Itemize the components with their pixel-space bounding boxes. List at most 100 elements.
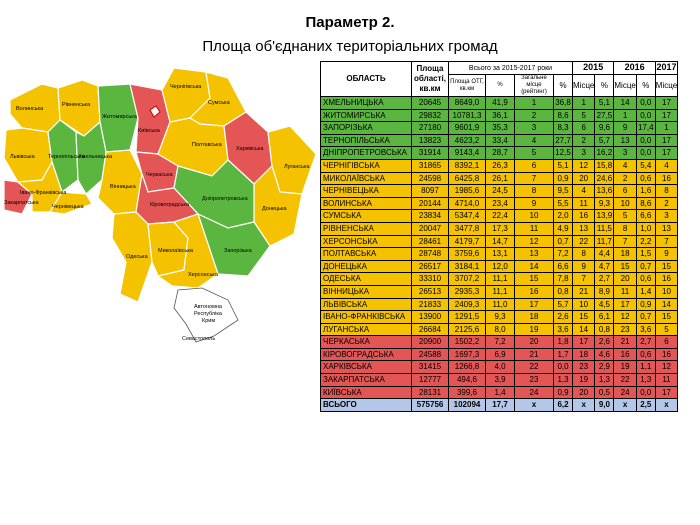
page-subtitle: Площа об'єднаних територіальних громад [202, 38, 498, 55]
cell-p15: 7,2 [553, 247, 573, 261]
table-row: МИКОЛАЇВСЬКА 24598 6425,8 26,1 7 0,9 20 24,6 2 0,… [320, 171, 679, 186]
cell-p17: 1,6 [635, 184, 656, 198]
cell-m17: 17 [654, 108, 679, 123]
cell-area: 28131 [411, 385, 449, 400]
table-row: КИЇВСЬКА 28131 399,6 1,4 24 0,9 20 0,5 24 0,0 17 [320, 385, 679, 400]
cell-m16: 19 [613, 360, 637, 375]
cell-p15: 5,7 [553, 297, 573, 312]
rating-table: ОБЛАСТЬ Площа області, кв.км Всього за 2… [320, 61, 679, 412]
cell-m17: 17 [654, 146, 679, 160]
total-p15: 6,2 [553, 398, 573, 412]
cell-otg: 4179,7 [448, 234, 486, 249]
cell-rank: 5 [514, 146, 554, 160]
cell-p17: 1,0 [635, 221, 656, 236]
cell-name: ЧЕРНІВЕЦЬКА [320, 184, 412, 198]
header-overall-place: Загальне місце (рейтинг) [514, 74, 554, 97]
cell-area: 26513 [411, 284, 449, 299]
cell-area: 20047 [411, 221, 449, 236]
cell-m16: 21 [613, 335, 637, 349]
page-title: Параметр 2. [305, 14, 395, 31]
cell-otg: 8649,0 [448, 96, 486, 110]
total-row: ВСЬОГО 575756 102094 17,7 x 6,2 x 9,0 x 2,5 x [320, 398, 679, 412]
cell-otg: 3184,1 [448, 259, 486, 274]
cell-p16: 11,7 [594, 234, 615, 249]
cell-otg: 1291,5 [448, 310, 486, 324]
cell-p16: 6,1 [594, 310, 615, 324]
table-row: ПОЛТАВСЬКА 28748 3759,6 13,1 13 7,2 8 4,4 18 1,5 9 [320, 247, 679, 261]
label-khersonska: Херсонська [188, 272, 219, 278]
label-ternopilska: Тернопільська [48, 154, 86, 160]
ukraine-map: Волинська Рівненська Житомирська Київськ… [3, 67, 317, 343]
table-row: ТЕРНОПІЛЬСЬКА 13823 4623,2 33,4 4 27,7 2 5,7 13 0… [320, 133, 679, 148]
cell-p16: 4,6 [594, 347, 615, 362]
cell-m17: 11 [654, 373, 679, 387]
cell-m16: 3 [613, 146, 637, 160]
header-oblast: ОБЛАСТЬ [320, 61, 412, 97]
header-2015-pct: % [553, 74, 573, 97]
cell-m16: 9 [613, 121, 637, 135]
label-volynska: Волинська [16, 106, 44, 112]
cell-otg: 8392,1 [448, 158, 486, 173]
cell-name: РІВНЕНСЬКА [320, 221, 412, 236]
cell-m17: 4 [654, 158, 679, 173]
cell-m15: 20 [571, 171, 596, 186]
cell-rank: 3 [514, 121, 554, 135]
cell-pct: 11,0 [485, 297, 515, 312]
cell-p16: 9,6 [594, 121, 615, 135]
cell-m16: 24 [613, 385, 637, 400]
cell-name: МИКОЛАЇВСЬКА [320, 171, 412, 186]
cell-p15: 0,9 [553, 171, 573, 186]
cell-area: 20144 [411, 196, 449, 211]
cell-m15: 13 [571, 221, 596, 236]
cell-otg: 3477,8 [448, 221, 486, 236]
cell-m16: 16 [613, 347, 637, 362]
cell-pct: 11,1 [485, 272, 515, 286]
cell-otg: 2409,3 [448, 297, 486, 312]
cell-area: 20900 [411, 335, 449, 349]
cell-rank: 14 [514, 259, 554, 274]
cell-pct: 33,4 [485, 133, 515, 148]
cell-p15: 27,7 [553, 133, 573, 148]
cell-p16: 2,6 [594, 335, 615, 349]
header-2017: 2017 [654, 61, 679, 75]
cell-area: 21833 [411, 297, 449, 312]
table-row: РІВНЕНСЬКА 20047 3477,8 17,3 11 4,9 13 11,5 8 1,0… [320, 221, 679, 236]
cell-name: ХЕРСОНСЬКА [320, 234, 412, 249]
cell-p15: 6,6 [553, 259, 573, 274]
cell-otg: 2935,3 [448, 284, 486, 299]
cell-area: 13823 [411, 133, 449, 148]
table-row: ВОЛИНСЬКА 20144 4714,0 23,4 9 5,5 11 9,3 10 8,6 2 [320, 196, 679, 211]
cell-name: ЖИТОМИРСЬКА [320, 108, 412, 123]
cell-m15: 19 [571, 373, 596, 387]
header-2017-place: Місце [654, 74, 679, 97]
table-row: ДОНЕЦЬКА 26517 3184,1 12,0 14 6,6 9 4,7 15 0,7 15 [320, 259, 679, 274]
table-row: ХЕРСОНСЬКА 28461 4179,7 14,7 12 0,7 22 11,7 7 2,2… [320, 234, 679, 249]
header-2015-place: Місце [571, 74, 596, 97]
cell-pct: 28,7 [485, 146, 515, 160]
cell-m15: 12 [571, 158, 596, 173]
cell-rank: 15 [514, 272, 554, 286]
cell-area: 12777 [411, 373, 449, 387]
cell-m15: 2 [571, 133, 596, 148]
label-rivnenska: Рівненська [62, 102, 91, 108]
cell-p16: 13,9 [594, 209, 615, 223]
cell-p15: 0,8 [553, 284, 573, 299]
cell-name: ДОНЕЦЬКА [320, 259, 412, 274]
table-body: ХМЕЛЬНИЦЬКА 20645 8649,0 41,9 1 36,8 1 5,1 14 0,0… [320, 96, 679, 412]
cell-name: КІРОВОГРАДСЬКА [320, 347, 412, 362]
total-otg: 102094 [448, 398, 486, 412]
cell-m16: 7 [613, 234, 637, 249]
cell-otg: 5347,4 [448, 209, 486, 223]
total-area: 575756 [411, 398, 449, 412]
cell-area: 31914 [411, 146, 449, 160]
cell-pct: 14,7 [485, 234, 515, 249]
cell-m16: 4 [613, 158, 637, 173]
table-row: СУМСЬКА 23834 5347,4 22,4 10 2,0 16 13,9 5 6,6 3 [320, 209, 679, 223]
cell-pct: 3,9 [485, 373, 515, 387]
cell-p17: 0,0 [635, 96, 656, 110]
cell-m16: 12 [613, 310, 637, 324]
cell-name: ІВАНО-ФРАНКІВСЬКА [320, 310, 412, 324]
header-total-period: Всього за 2015-2017 роки [448, 61, 573, 75]
cell-m15: 3 [571, 146, 596, 160]
cell-m16: 5 [613, 209, 637, 223]
